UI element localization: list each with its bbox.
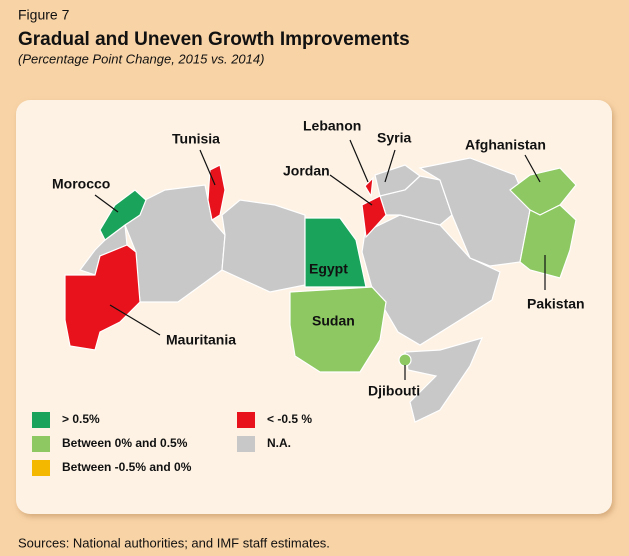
somalia	[404, 337, 484, 423]
iran	[418, 157, 531, 267]
legend-swatch	[32, 412, 50, 428]
legend-label: N.A.	[267, 436, 291, 450]
country-label: Egypt	[309, 261, 348, 277]
country-label: Tunisia	[172, 131, 220, 147]
legend-swatch	[32, 436, 50, 452]
legend-swatch	[237, 412, 255, 428]
legend-swatch	[32, 460, 50, 476]
legend-label: < -0.5 %	[267, 412, 312, 426]
legend-swatch	[237, 436, 255, 452]
djibouti	[398, 353, 412, 367]
country-label: Syria	[377, 130, 411, 146]
country-label: Afghanistan	[465, 137, 546, 153]
jordan	[361, 195, 387, 239]
country-label: Jordan	[283, 163, 330, 179]
lebanon	[364, 176, 374, 198]
country-label: Mauritania	[166, 332, 236, 348]
legend-label: Between -0.5% and 0%	[62, 460, 192, 474]
pakistan	[519, 204, 577, 279]
sudan	[289, 286, 387, 373]
country-label: Lebanon	[303, 118, 361, 134]
subtitle: (Percentage Point Change, 2015 vs. 2014)	[18, 51, 264, 66]
morocco	[99, 189, 147, 241]
leaders	[94, 139, 546, 380]
title: Gradual and Uneven Growth Improvements	[18, 29, 410, 50]
country-label: Sudan	[312, 313, 355, 329]
legend-label: Between 0% and 0.5%	[62, 436, 188, 450]
legend: > 0.5% Between 0% and 0.5% Between -0.5% a…	[32, 412, 312, 476]
figure-label: Figure 7	[18, 7, 70, 23]
mauritania	[64, 244, 141, 351]
source: Sources: National authorities; and IMF s…	[18, 535, 330, 550]
egypt	[304, 217, 367, 288]
country-label: Djibouti	[368, 383, 420, 399]
country-label: Pakistan	[527, 296, 585, 312]
country-label: Morocco	[52, 176, 110, 192]
legend-label: > 0.5%	[62, 412, 100, 426]
